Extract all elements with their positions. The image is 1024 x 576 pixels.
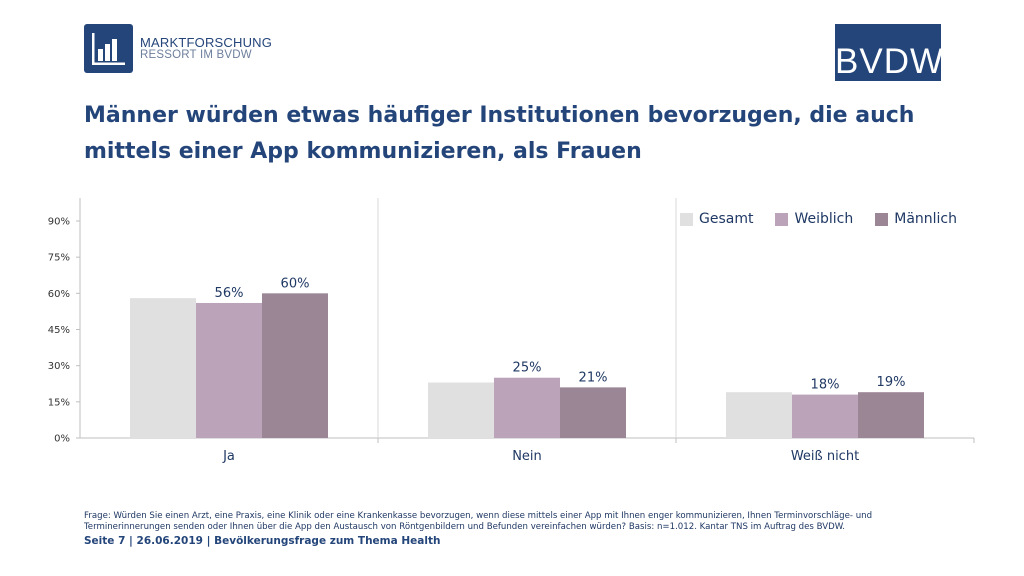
page-footer: Seite 7 | 26.06.2019 | Bevölkerungsfrage…	[84, 535, 441, 547]
y-tick-label: 15%	[48, 397, 70, 408]
logo-line-1: MARKTFORSCHUNG	[140, 35, 273, 50]
bar-weiblich-2	[792, 394, 858, 438]
category-label: Nein	[512, 449, 542, 464]
bar-männlich-1	[560, 387, 626, 438]
legend-label: Weiblich	[794, 211, 854, 227]
y-tick-label: 30%	[48, 361, 70, 372]
bar-männlich-2	[858, 392, 924, 438]
legend-swatch	[875, 212, 889, 226]
legend-swatch	[775, 212, 789, 226]
bar-weiblich-0	[196, 302, 262, 438]
question-footnote: Frage: Würden Sie einen Arzt, eine Praxi…	[84, 511, 873, 532]
category-label: Ja	[222, 449, 235, 464]
bvdw-logo: BVDW	[835, 24, 941, 81]
legend-label: Männlich	[894, 211, 957, 227]
y-tick-label: 75%	[48, 253, 70, 264]
legend-item: Männlich	[875, 211, 957, 227]
bar-chart-logo-icon	[84, 24, 133, 73]
data-label: 60%	[281, 276, 310, 291]
category-label: Weiß nicht	[791, 449, 859, 464]
page-title: Männer würden etwas häufiger Institution…	[84, 103, 915, 164]
data-label: 19%	[877, 375, 906, 390]
legend-swatch	[680, 212, 693, 226]
y-tick-label: 60%	[48, 289, 70, 300]
y-tick-label: 90%	[48, 217, 70, 228]
y-tick-label: 0%	[54, 434, 70, 445]
legend-label: Gesamt	[699, 211, 754, 227]
bar-weiblich-1	[494, 377, 560, 438]
chart-bars	[130, 293, 924, 438]
chart-labels: 0% 15% 30% 45% 60% 75% 90% 56% 60% Ja 25% 21% Nein 18…	[48, 217, 906, 465]
data-label: 18%	[811, 378, 840, 393]
bar-gesamt-0	[130, 298, 196, 438]
data-label: 21%	[579, 370, 608, 385]
bar-gesamt-2	[726, 392, 792, 438]
data-label: 56%	[215, 286, 244, 301]
logo-line-2: RESSORT IM BVDW	[140, 49, 252, 61]
bar-männlich-0	[262, 293, 328, 438]
legend-item: Weiblich	[775, 211, 853, 227]
data-label: 25%	[513, 361, 542, 376]
bar-gesamt-1	[428, 382, 494, 438]
y-tick-label: 45%	[48, 325, 70, 336]
chart-legend: Gesamt Weiblich Männlich	[680, 211, 957, 227]
legend-item: Gesamt	[680, 211, 753, 227]
